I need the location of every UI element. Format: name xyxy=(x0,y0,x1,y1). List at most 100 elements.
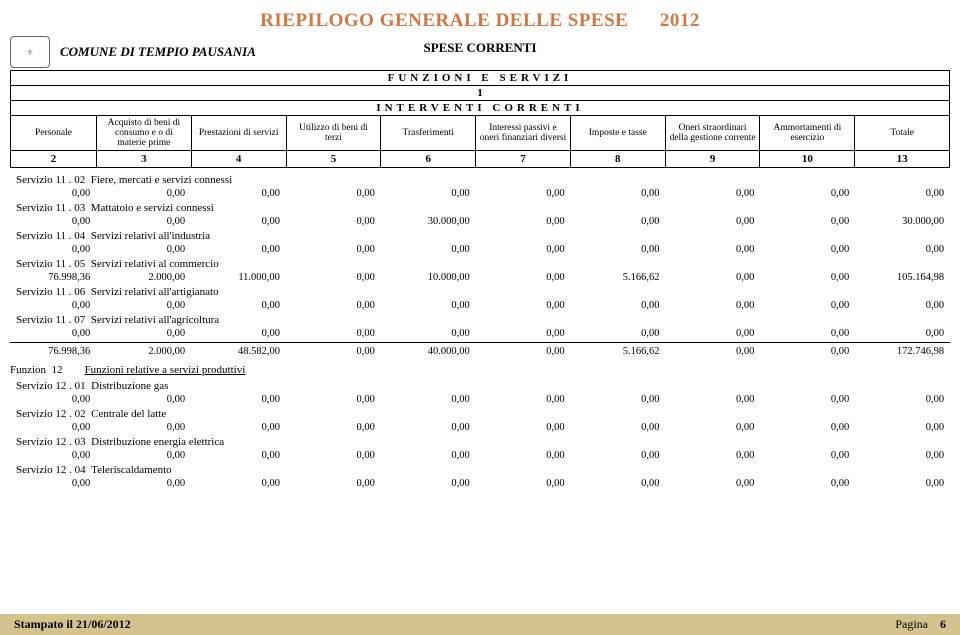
data-cell: 0,00 xyxy=(571,299,666,312)
data-cell: 0,00 xyxy=(10,421,96,434)
data-cell: 2.000,00 xyxy=(96,345,191,358)
data-cell: 0,00 xyxy=(191,187,286,200)
data-cell: 0,00 xyxy=(476,421,571,434)
service-label: Servizio 12 . 03 Distribuzione energia e… xyxy=(16,436,950,448)
data-cell: 30.000,00 xyxy=(855,215,950,228)
data-cell: 0,00 xyxy=(381,421,476,434)
col-header: Imposte e tasse xyxy=(571,116,666,150)
service-label: Servizio 12 . 04 Teleriscaldamento xyxy=(16,464,950,476)
data-cell: 0,00 xyxy=(571,243,666,256)
header-line1-sub: 1 xyxy=(11,86,949,101)
data-cell: 0,00 xyxy=(96,299,191,312)
data-cell: 0,00 xyxy=(191,243,286,256)
pagina-num: 6 xyxy=(940,617,946,631)
data-cell: 0,00 xyxy=(571,327,666,340)
data-row: 0,000,000,000,000,000,000,000,000,000,00 xyxy=(10,393,950,406)
data-cell: 0,00 xyxy=(381,187,476,200)
col-num: 9 xyxy=(666,151,761,167)
service-label: Servizio 12 . 02 Centrale del latte xyxy=(16,408,950,420)
data-cell: 0,00 xyxy=(855,477,950,490)
service-label: Servizio 11 . 06 Servizi relativi all'ar… xyxy=(16,286,950,298)
col-header: Ammortamenti di esercizio xyxy=(760,116,855,150)
data-cell: 0,00 xyxy=(191,299,286,312)
data-cell: 0,00 xyxy=(286,449,381,462)
column-numbers: 234567891013 xyxy=(11,150,949,167)
col-num: 5 xyxy=(287,151,382,167)
data-cell: 0,00 xyxy=(760,215,855,228)
data-cell: 0,00 xyxy=(191,477,286,490)
col-header: Oneri straordinari della gestione corren… xyxy=(666,116,761,150)
pagina-label: Pagina xyxy=(895,617,928,631)
service-row: Servizio 11 . 06 Servizi relativi all'ar… xyxy=(10,286,950,312)
data-cell: 0,00 xyxy=(665,477,760,490)
data-cell: 0,00 xyxy=(381,449,476,462)
data-cell: 0,00 xyxy=(665,243,760,256)
data-cell: 0,00 xyxy=(760,477,855,490)
data-cell: 0,00 xyxy=(286,243,381,256)
col-num: 3 xyxy=(97,151,192,167)
data-cell: 0,00 xyxy=(571,187,666,200)
data-cell: 0,00 xyxy=(10,327,96,340)
data-row: 0,000,000,000,000,000,000,000,000,000,00 xyxy=(10,327,950,340)
service-label: Servizio 11 . 03 Mattatoio e servizi con… xyxy=(16,202,950,214)
data-cell: 0,00 xyxy=(10,449,96,462)
data-cell: 0,00 xyxy=(665,271,760,284)
data-cell: 0,00 xyxy=(476,393,571,406)
page-footer: Stampato il 21/06/2012 Pagina 6 xyxy=(0,614,960,635)
data-cell: 76.998,36 xyxy=(10,271,96,284)
data-cell: 0,00 xyxy=(191,449,286,462)
col-header: Prestazioni di servizi xyxy=(192,116,287,150)
data-cell: 5.166,62 xyxy=(571,271,666,284)
col-num: 13 xyxy=(855,151,949,167)
data-cell: 0,00 xyxy=(855,299,950,312)
data-cell: 0,00 xyxy=(476,215,571,228)
data-cell: 105.164,98 xyxy=(855,271,950,284)
data-cell: 0,00 xyxy=(286,187,381,200)
data-cell: 0,00 xyxy=(96,187,191,200)
data-cell: 0,00 xyxy=(476,243,571,256)
data-cell: 0,00 xyxy=(476,449,571,462)
funzioni-label: FUNZIONI E SERVIZI xyxy=(388,72,573,84)
data-cell: 0,00 xyxy=(96,421,191,434)
service-label: Servizio 11 . 02 Fiere, mercati e serviz… xyxy=(16,174,950,186)
service-label: Servizio 11 . 05 Servizi relativi al com… xyxy=(16,258,950,270)
data-cell: 0,00 xyxy=(760,187,855,200)
col-num: 2 xyxy=(11,151,97,167)
data-cell: 0,00 xyxy=(286,421,381,434)
body-area: Servizio 11 . 02 Fiere, mercati e serviz… xyxy=(10,174,950,490)
data-cell: 0,00 xyxy=(760,449,855,462)
data-cell: 0,00 xyxy=(665,187,760,200)
data-cell: 0,00 xyxy=(286,215,381,228)
data-row: 0,000,000,000,000,000,000,000,000,000,00 xyxy=(10,421,950,434)
data-cell: 0,00 xyxy=(571,215,666,228)
data-row: 0,000,000,000,000,000,000,000,000,000,00 xyxy=(10,477,950,490)
data-cell: 0,00 xyxy=(665,393,760,406)
data-cell: 0,00 xyxy=(476,477,571,490)
data-cell: 0,00 xyxy=(191,421,286,434)
data-cell: 0,00 xyxy=(96,393,191,406)
data-row: 0,000,000,000,000,000,000,000,000,000,00 xyxy=(10,243,950,256)
crest-icon: ⚜ xyxy=(10,36,50,68)
col-header: Interessi passivi e oneri finanziari div… xyxy=(476,116,571,150)
data-cell: 0,00 xyxy=(665,421,760,434)
data-cell: 48.582,00 xyxy=(191,345,286,358)
col-header: Totale xyxy=(855,116,949,150)
column-headers: PersonaleAcquisto di beni di consumo e o… xyxy=(11,116,949,150)
data-cell: 0,00 xyxy=(571,421,666,434)
service-row: Servizio 11 . 04 Servizi relativi all'in… xyxy=(10,230,950,256)
data-cell: 0,00 xyxy=(476,187,571,200)
service-row: Servizio 11 . 05 Servizi relativi al com… xyxy=(10,258,950,284)
service-row: Servizio 11 . 07 Servizi relativi all'ag… xyxy=(10,314,950,340)
data-cell: 0,00 xyxy=(10,393,96,406)
data-cell: 0,00 xyxy=(191,393,286,406)
funzion-label: Funzion 12Funzioni relative a servizi pr… xyxy=(10,364,950,376)
data-cell: 10.000,00 xyxy=(381,271,476,284)
data-cell: 76.998,36 xyxy=(10,345,96,358)
data-row: 76.998,362.000,0048.582,000,0040.000,000… xyxy=(10,342,950,358)
data-cell: 0,00 xyxy=(665,215,760,228)
data-cell: 0,00 xyxy=(96,477,191,490)
data-cell: 0,00 xyxy=(10,243,96,256)
comune-name: COMUNE DI TEMPIO PAUSANIA xyxy=(60,44,256,60)
data-cell: 0,00 xyxy=(381,477,476,490)
page-title: RIEPILOGO GENERALE DELLE SPESE 2012 xyxy=(0,0,960,32)
